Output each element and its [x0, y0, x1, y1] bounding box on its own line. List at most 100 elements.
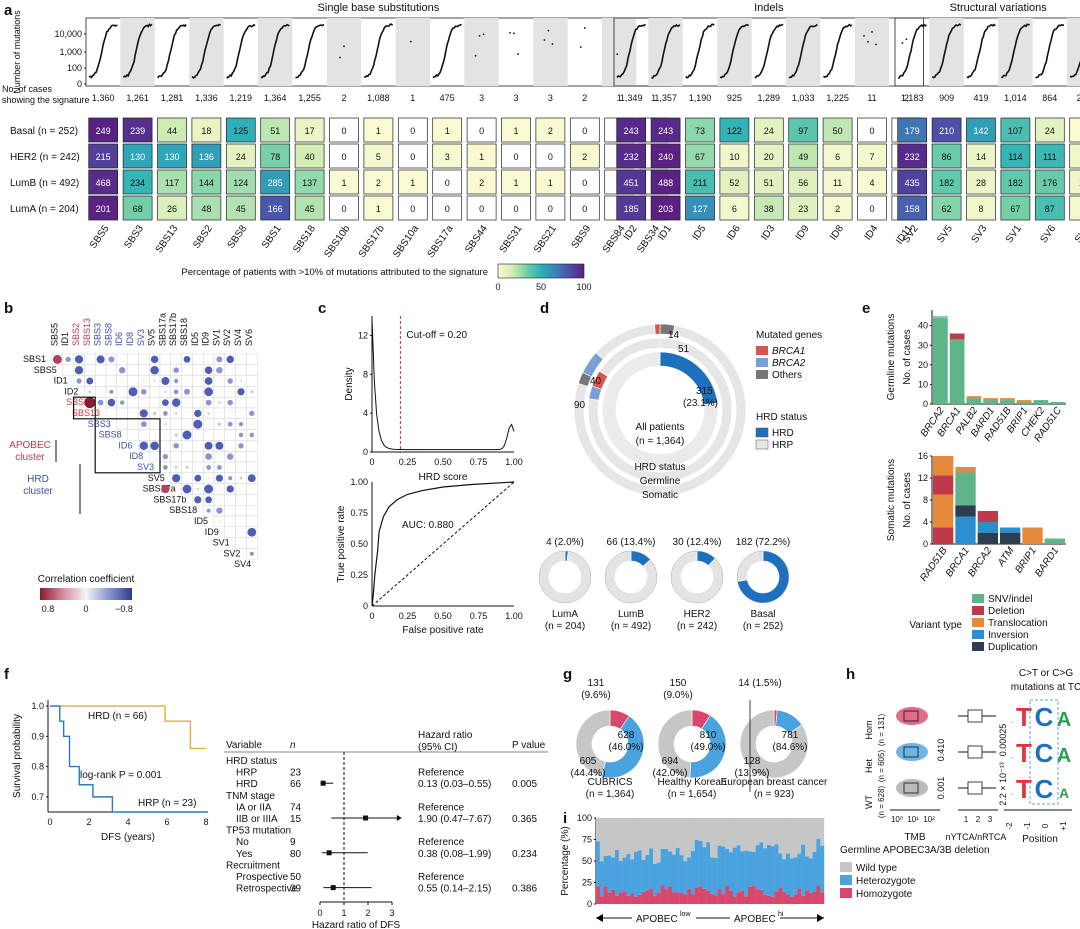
- somatic-bar-RAD51B-1: [933, 494, 954, 528]
- germline-ytick-0: 0: [923, 399, 928, 409]
- heat-label-SBS10b-1: 0: [341, 152, 346, 162]
- somatic-bar-BRCA1-3: [955, 467, 976, 473]
- i-x-left-sup: low: [680, 911, 691, 918]
- i-arrow-left: [596, 914, 603, 922]
- heat-cell-SBS3-0: [122, 117, 153, 143]
- i-bar-het: [706, 842, 711, 892]
- corr-cell: [224, 461, 236, 474]
- km-hrd-label: HRD (n = 66): [88, 711, 147, 722]
- somatic-bar-BRIP1-0: [1022, 527, 1043, 544]
- corr-cell: [127, 418, 139, 430]
- corr-cell: [235, 505, 247, 517]
- ratio-box-1: [967, 745, 983, 759]
- legend-mut-2: Others: [772, 370, 802, 381]
- cohort-name-1: Healthy Korean: [658, 777, 727, 788]
- variant-legend-swatch-0: [972, 594, 984, 603]
- i-legend-1: Heterozygote: [856, 876, 916, 887]
- shade-band: [929, 18, 964, 86]
- corr-cell: [213, 451, 226, 463]
- i-bar-wt: [596, 818, 600, 842]
- i-bar-het: [710, 857, 714, 894]
- forest-header-p: P value: [512, 740, 546, 751]
- sig-label-SV6: SV6: [1038, 223, 1058, 245]
- heat-cell-SV1-1: [1000, 143, 1031, 169]
- heat-label-SBS2-2: 144: [199, 178, 214, 188]
- variant-legend-title: Variant type: [909, 620, 962, 631]
- i-bar-wt: [820, 818, 825, 846]
- heat-label-SBS8-3: 45: [236, 204, 246, 214]
- pos-tick-3: +1: [1059, 821, 1068, 831]
- i-bar-hom: [603, 886, 608, 904]
- heat-label-SBS44-2: 2: [479, 178, 484, 188]
- heat-label-ID1-1: 240: [658, 152, 673, 162]
- corr-dot: [164, 390, 167, 393]
- corr-dot: [128, 387, 138, 397]
- corr-dot: [205, 496, 212, 504]
- heat-label-ID9-1: 49: [798, 152, 808, 162]
- corr-legend-tick-0: 0.8: [42, 604, 55, 614]
- corr-dot: [247, 474, 256, 483]
- density-ytick-1: 4: [363, 408, 368, 418]
- somatic-ytick-4: 16: [918, 451, 928, 461]
- corr-top-label-14: ID9: [201, 332, 211, 346]
- corr-dot: [237, 388, 245, 396]
- heat-cell-SBS8-2: [225, 169, 256, 195]
- roc-xtick-0: 0: [369, 611, 374, 621]
- i-bar-het: [744, 850, 749, 897]
- heat-cell-SBS10a-0: [397, 117, 428, 143]
- corr-dot: [182, 430, 192, 440]
- corr-dot: [173, 367, 179, 373]
- case-count-SBS5: 1,360: [92, 93, 115, 103]
- row-label-3: LumA (n = 204): [10, 204, 79, 215]
- heat-cell-SBS3-1: [122, 143, 153, 169]
- km-xtick-3: 6: [164, 817, 169, 827]
- sig-label-ID4: ID4: [863, 223, 881, 242]
- forest-row-1: HRP: [236, 768, 257, 779]
- roc-ylabel: True positive rate: [336, 505, 347, 582]
- heat-label-SBS2-0: 18: [201, 126, 211, 136]
- sig-label-ID8: ID8: [828, 223, 846, 242]
- mutation-dot-SBS21: [551, 43, 554, 45]
- germline-ylabel: No. of cases: [902, 329, 913, 385]
- case-count-ID3: 1,289: [758, 93, 781, 103]
- corr-dot: [108, 356, 115, 363]
- km-ytick-1: 0.8: [31, 762, 44, 772]
- corr-dot: [218, 401, 221, 404]
- case-count-SBS3: 1,261: [126, 93, 149, 103]
- i-bar-het: [656, 862, 661, 893]
- legend-mut-title: Mutated genes: [756, 330, 822, 341]
- sig-label-SBS9: SBS9: [570, 223, 594, 251]
- i-bar-wt: [634, 818, 638, 852]
- heat-cell-SBS44-2: [466, 169, 497, 195]
- density-curve: [371, 318, 515, 451]
- heat-label-SV6-0: 24: [1045, 126, 1055, 136]
- roc-ytick-1: 0.25: [350, 570, 368, 580]
- corr-dot: [107, 398, 116, 407]
- shade-band: [717, 18, 752, 86]
- d-label-231pct: (23.1%): [683, 398, 718, 409]
- forest-n-5: 15: [290, 814, 302, 825]
- auc-label: AUC: 0.880: [402, 520, 454, 531]
- heat-cell-SBS10b-1: [329, 143, 359, 169]
- heat-label-SBS10a-3: 0: [410, 204, 415, 214]
- subtype-n-0: (n = 204): [545, 621, 585, 632]
- cohort-n-1: (n = 1,654): [668, 789, 717, 800]
- heat-label-SBS2-1: 136: [199, 152, 214, 162]
- i-bar-hom: [645, 890, 650, 904]
- density-xtick-1: 0.25: [399, 457, 417, 467]
- heat-cell-SV2-3: [897, 195, 928, 221]
- heat-label-SBS18-0: 17: [305, 126, 315, 136]
- i-bar-wt: [656, 818, 661, 863]
- cohort-wtp-0: (46.0%): [608, 742, 643, 753]
- heat-cell-SV6-0: [1034, 117, 1065, 143]
- somatic-bar-BRCA2-0: [977, 533, 998, 544]
- legend-hrd-title: HRD status: [756, 412, 807, 423]
- heat-cell-ID4-3: [857, 195, 887, 221]
- corr-row-label-3: ID2: [64, 386, 78, 396]
- i-ytick-2: 50: [582, 856, 592, 866]
- corr-dot: [163, 465, 168, 470]
- i-bar-het: [618, 860, 623, 893]
- i-legend-swatch-1: [840, 875, 852, 885]
- heat-label-SBS18-1: 40: [305, 152, 315, 162]
